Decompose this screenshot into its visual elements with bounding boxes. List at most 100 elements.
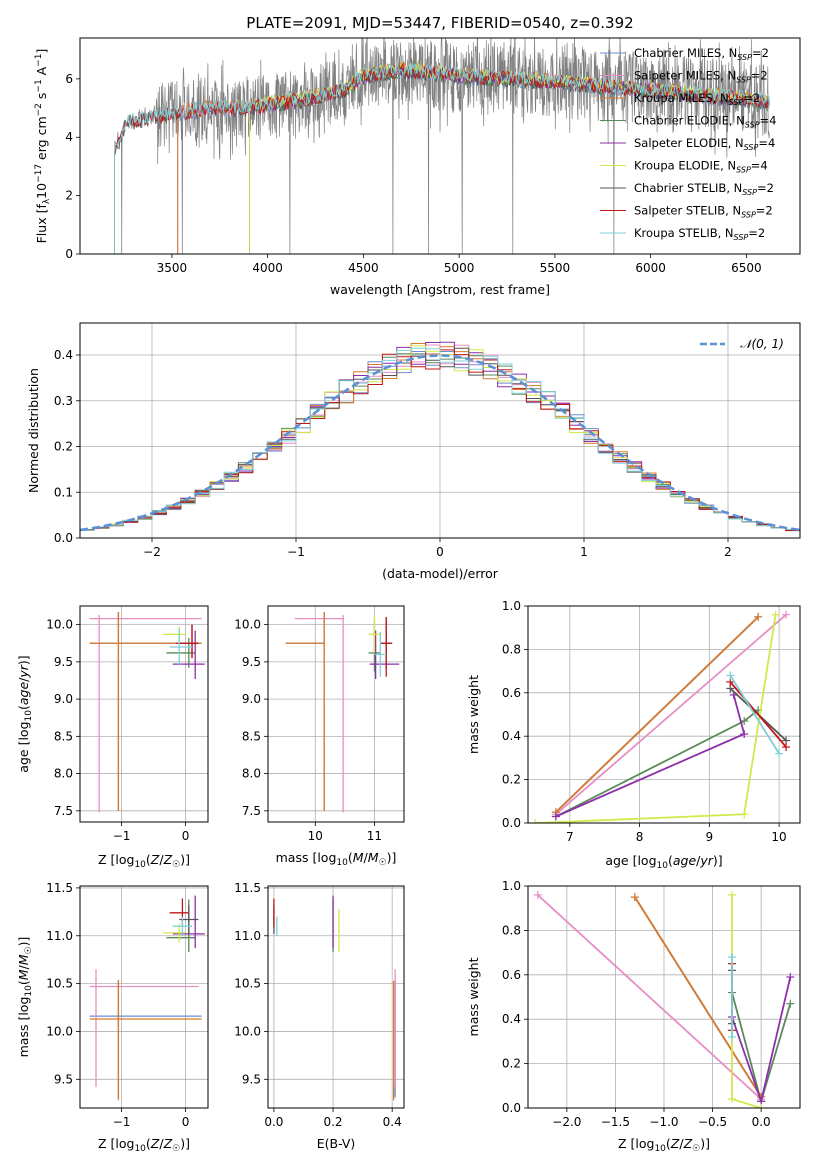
x-axis-label: mass [log10(M/M☉)] xyxy=(276,850,397,868)
y-tick-label: 9.5 xyxy=(54,655,73,669)
mass-weight-marker xyxy=(728,890,736,899)
x-tick-label: −1 xyxy=(287,545,305,559)
mass_vs_ebv-grid xyxy=(268,886,404,1108)
mass-weight-line xyxy=(555,694,746,818)
weight_vs_age-frame: 7 8 9 10 0.0 0.2 0.4 0.6 0.8 1.0 mass weight age [l… xyxy=(466,599,801,871)
y-axis-label: mass [log10(M/M☉)] xyxy=(16,937,34,1058)
errorbar-point xyxy=(89,614,202,813)
age_vs_Z-grid xyxy=(80,606,208,822)
y-tick-label: 10.0 xyxy=(234,618,261,632)
mass-weight-marker xyxy=(551,812,560,821)
legend-label: Salpeter MILES, NSSP=2 xyxy=(634,69,768,85)
legend-label: Chabrier MILES, NSSP=2 xyxy=(634,46,769,62)
x-tick-label: 0 xyxy=(182,1115,190,1129)
mass-weight-marker xyxy=(786,973,795,982)
errorbar-point xyxy=(89,969,199,1087)
x-tick-label: 5500 xyxy=(540,261,571,275)
errorbar-point xyxy=(166,638,196,668)
y-tick-label: 10.0 xyxy=(234,1024,261,1038)
y-tick-label: 9.0 xyxy=(242,692,261,706)
y-tick-label: 0 xyxy=(65,247,73,261)
spectrum-frame: 3500 4000 4500 5000 5500 6000 6500 0 2 4 6 waveleng… xyxy=(34,37,801,297)
errorbar-point xyxy=(169,628,192,666)
x-tick-label: −2.0 xyxy=(552,1115,581,1129)
y-tick-label: 0.0 xyxy=(54,531,73,545)
x-axis-label: (data-model)/error xyxy=(382,566,499,581)
legend-label: Chabrier STELIB, NSSP=2 xyxy=(634,181,774,197)
legend-label: Kroupa ELODIE, NSSP=4 xyxy=(634,159,768,175)
y-tick-label: 10.0 xyxy=(46,618,73,632)
errorbar-point xyxy=(380,617,393,677)
mass-weight-line xyxy=(729,674,780,755)
mass-weight-line xyxy=(555,616,759,813)
normal-reference-curve xyxy=(80,354,800,532)
x-axis-label: E(B-V) xyxy=(317,1136,356,1151)
x-tick-label: 6500 xyxy=(731,261,762,275)
y-tick-label: 0.1 xyxy=(54,485,73,499)
residual-histogram xyxy=(80,347,800,533)
x-tick-label: 0 xyxy=(182,829,190,843)
legend-label: 𝒩(0, 1) xyxy=(740,337,784,351)
age_vs_Z-frame: −1 0 7.5 8.0 8.5 9.0 9.5 10.0 age [log10(age/yr)… xyxy=(16,605,209,870)
x-tick-label: 0.4 xyxy=(383,1115,402,1129)
mass-weight-marker xyxy=(530,819,539,823)
spectrum-axes: 3500 4000 4500 5000 5500 6000 6500 0 2 4 6 waveleng… xyxy=(34,37,801,297)
mass_vs_ebv-frame: 0.0 0.2 0.4 9.5 10.0 10.5 11.0 11.5 E(B-V) xyxy=(234,881,405,1151)
data-spectrum-line xyxy=(114,38,770,254)
weight_vs_age-axes: 7 8 9 10 0.0 0.2 0.4 0.6 0.8 1.0 mass weight age [l… xyxy=(466,599,801,871)
y-tick-label: 4 xyxy=(65,130,73,144)
y-axis-label: age [log10(age/yr)] xyxy=(16,655,34,772)
y-tick-label: 0.2 xyxy=(502,773,521,787)
y-tick-label: 0.4 xyxy=(502,729,521,743)
y-tick-label: 7.5 xyxy=(242,804,261,818)
age_vs_Z-border xyxy=(79,605,209,823)
mass_vs_Z-frame: −1 0 9.5 10.0 10.5 11.0 11.5 mass [log10(M/M☉)]… xyxy=(16,881,209,1154)
y-tick-label: 11.0 xyxy=(46,929,73,943)
y-tick-label: 0.8 xyxy=(502,642,521,656)
mass-weight-marker xyxy=(782,610,791,619)
mass-weight-marker xyxy=(728,1032,736,1041)
mass-weight-line xyxy=(634,896,762,1098)
x-tick-label: 0.0 xyxy=(752,1115,771,1129)
x-axis-label: wavelength [Angstrom, rest frame] xyxy=(330,282,550,297)
weight_vs_Z-plot-area xyxy=(533,890,795,1108)
errorbar-point xyxy=(89,611,202,811)
age_vs_mass-frame: 10 11 7.5 8.0 8.5 9.0 9.5 10.0 mass [log10(M/M☉)… xyxy=(234,605,405,868)
y-tick-label: 8.0 xyxy=(54,767,73,781)
x-tick-label: −1.5 xyxy=(601,1115,630,1129)
x-tick-label: 4000 xyxy=(252,261,283,275)
x-tick-label: −0.5 xyxy=(698,1115,727,1129)
weight_vs_Z-axes: −2.0 −1.5 −1.0 −0.5 0.0 0.0 0.2 0.4 0.6 0.8 1.0 mas… xyxy=(466,879,801,1154)
x-tick-label: 0.2 xyxy=(323,1115,342,1129)
y-tick-label: 7.5 xyxy=(54,804,73,818)
y-tick-label: 1.0 xyxy=(502,599,521,613)
mass-weight-marker xyxy=(754,612,763,621)
x-axis-label: Z [log10(Z/Z☉)] xyxy=(618,1136,710,1154)
y-tick-label: 9.5 xyxy=(242,1072,261,1086)
residuals-axes: −2 −1 0 1 2 0.0 0.1 0.2 0.3 0.4 𝒩(0, 1) (data-model… xyxy=(26,322,801,581)
x-tick-label: 7 xyxy=(566,830,574,844)
y-tick-label: 0.8 xyxy=(502,923,521,937)
legend-label: Salpeter ELODIE, NSSP=4 xyxy=(634,136,775,152)
x-tick-label: −1 xyxy=(113,1115,131,1129)
spectrum-legend: Chabrier MILES, NSSP=2 Salpeter MILES, NS… xyxy=(600,46,776,242)
x-tick-label: 0.0 xyxy=(264,1115,283,1129)
mass_vs_Z-axes: −1 0 9.5 10.0 10.5 11.0 11.5 mass [log10(M/M☉)]… xyxy=(16,881,209,1154)
x-tick-label: −1 xyxy=(113,829,131,843)
age_vs_mass-grid xyxy=(268,606,404,822)
x-axis-label: Z [log10(Z/Z☉)] xyxy=(98,1136,190,1154)
age_vs_Z-axes: −1 0 7.5 8.0 8.5 9.0 9.5 10.0 age [log10(age/yr)… xyxy=(16,605,209,870)
y-tick-label: 9.0 xyxy=(54,692,73,706)
mass-weight-marker xyxy=(740,810,749,819)
y-tick-label: 0.2 xyxy=(54,440,73,454)
y-axis-label: mass weight xyxy=(466,675,481,754)
x-tick-label: 1 xyxy=(580,545,588,559)
y-tick-label: 9.5 xyxy=(54,1072,73,1086)
x-tick-label: 6000 xyxy=(635,261,666,275)
x-tick-label: 3500 xyxy=(157,261,188,275)
mass_vs_Z-grid xyxy=(80,886,208,1108)
legend-label: Kroupa STELIB, NSSP=2 xyxy=(634,226,765,242)
y-tick-label: 0.6 xyxy=(502,968,521,982)
y-tick-label: 0.2 xyxy=(502,1057,521,1071)
